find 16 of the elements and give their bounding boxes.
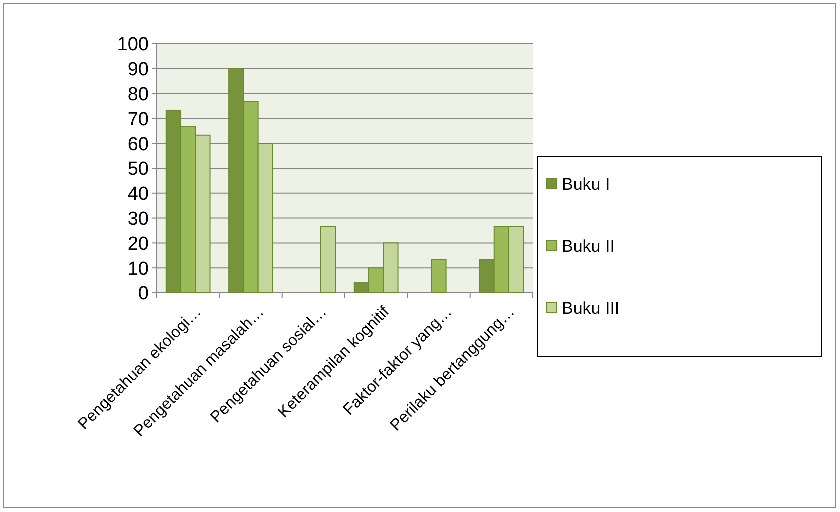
y-tick-label: 50 [128,159,149,180]
legend-label: Buku II [562,236,615,256]
bar [431,259,447,294]
y-tick-label: 100 [117,34,149,56]
y-tick-label: 30 [128,208,149,230]
y-tick-label: 80 [128,84,149,106]
y-tick-label: 70 [128,109,149,130]
y-tick-label: 10 [128,258,149,280]
legend-label: Buku III [562,298,620,318]
y-tick-label: 60 [128,134,149,156]
y-tick-label: 40 [128,184,149,206]
y-tick-label: 0 [138,284,149,305]
y-tick-label: 20 [128,234,149,255]
y-tick-label: 90 [128,60,149,81]
bar [320,226,336,294]
legend-label: Buku I [562,174,610,194]
